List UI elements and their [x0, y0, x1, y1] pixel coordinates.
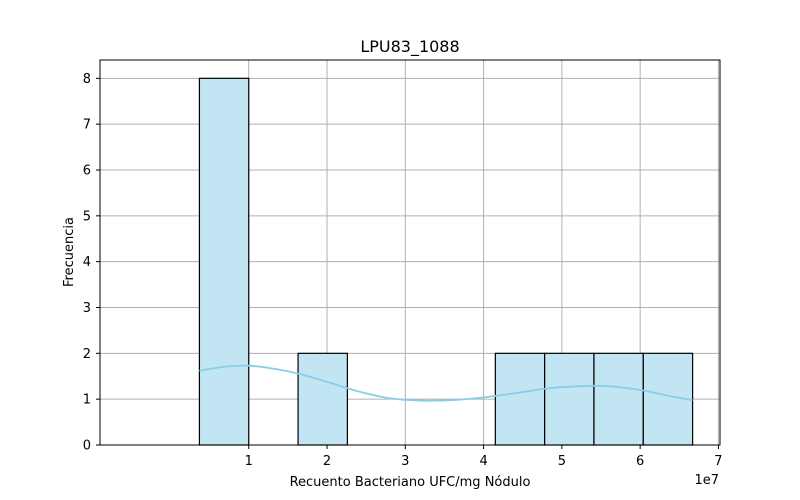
x-tick-label: 5 — [558, 454, 566, 469]
x-axis-offset-label: 1e7 — [694, 473, 719, 488]
x-tick-label: 6 — [636, 454, 644, 469]
y-tick-label: 5 — [83, 209, 91, 224]
y-tick-label: 3 — [83, 301, 91, 316]
histogram-bar — [494, 352, 546, 446]
y-axis-label: Frecuencia — [62, 217, 77, 287]
x-axis-label: Recuento Bacteriano UFC/mg Nódulo — [290, 475, 531, 490]
x-tick-label: 2 — [323, 454, 331, 469]
x-tick-label: 7 — [714, 454, 722, 469]
histogram-bars — [198, 77, 694, 446]
axis-ticks: 1 2 3 4 5 6 7 0 1 2 3 4 5 6 7 8 — [83, 72, 723, 469]
y-tick-label: 7 — [83, 118, 91, 133]
x-tick-label: 4 — [479, 454, 487, 469]
y-tick-label: 0 — [83, 439, 91, 454]
histogram-bar — [198, 77, 250, 446]
y-tick-label: 8 — [83, 72, 91, 87]
histogram-bar — [297, 352, 348, 446]
histogram-bar — [544, 352, 595, 446]
y-tick-label: 2 — [83, 347, 91, 362]
y-tick-label: 1 — [83, 393, 91, 408]
plot-frame — [99, 59, 721, 446]
y-tick-label: 6 — [83, 164, 91, 179]
y-tick-label: 4 — [83, 255, 91, 270]
kde-curve-group — [199, 364, 693, 402]
chart-title: LPU83_1088 — [360, 37, 459, 57]
x-tick-label: 3 — [401, 454, 409, 469]
histogram-bar — [593, 352, 644, 446]
x-tick-label: 1 — [245, 454, 253, 469]
kde-curve — [199, 364, 693, 402]
